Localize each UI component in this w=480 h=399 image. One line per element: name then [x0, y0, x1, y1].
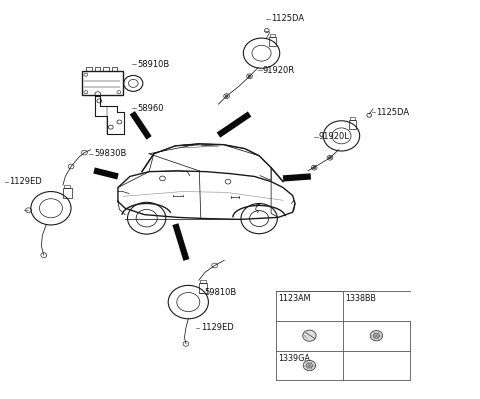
Circle shape: [248, 75, 251, 77]
Circle shape: [225, 95, 228, 97]
Circle shape: [313, 166, 316, 169]
Text: 59810B: 59810B: [204, 288, 236, 297]
Text: 91920R: 91920R: [263, 66, 295, 75]
Text: 91920L: 91920L: [319, 132, 350, 141]
Text: 1338BB: 1338BB: [345, 294, 376, 303]
Circle shape: [303, 330, 316, 341]
Circle shape: [373, 333, 380, 338]
Text: 1339GA: 1339GA: [278, 354, 310, 363]
Text: 59830B: 59830B: [94, 149, 126, 158]
Text: 58910B: 58910B: [137, 60, 169, 69]
Circle shape: [370, 330, 383, 341]
Text: 1125DA: 1125DA: [271, 14, 304, 23]
Text: 1123AM: 1123AM: [278, 294, 310, 303]
Circle shape: [328, 156, 331, 159]
Text: ζ: ζ: [254, 204, 259, 213]
Text: 1129ED: 1129ED: [201, 323, 233, 332]
Circle shape: [306, 363, 312, 368]
Text: 1125DA: 1125DA: [376, 107, 409, 117]
Text: 58960: 58960: [137, 104, 164, 113]
Text: 1129ED: 1129ED: [9, 177, 42, 186]
Circle shape: [303, 360, 316, 371]
